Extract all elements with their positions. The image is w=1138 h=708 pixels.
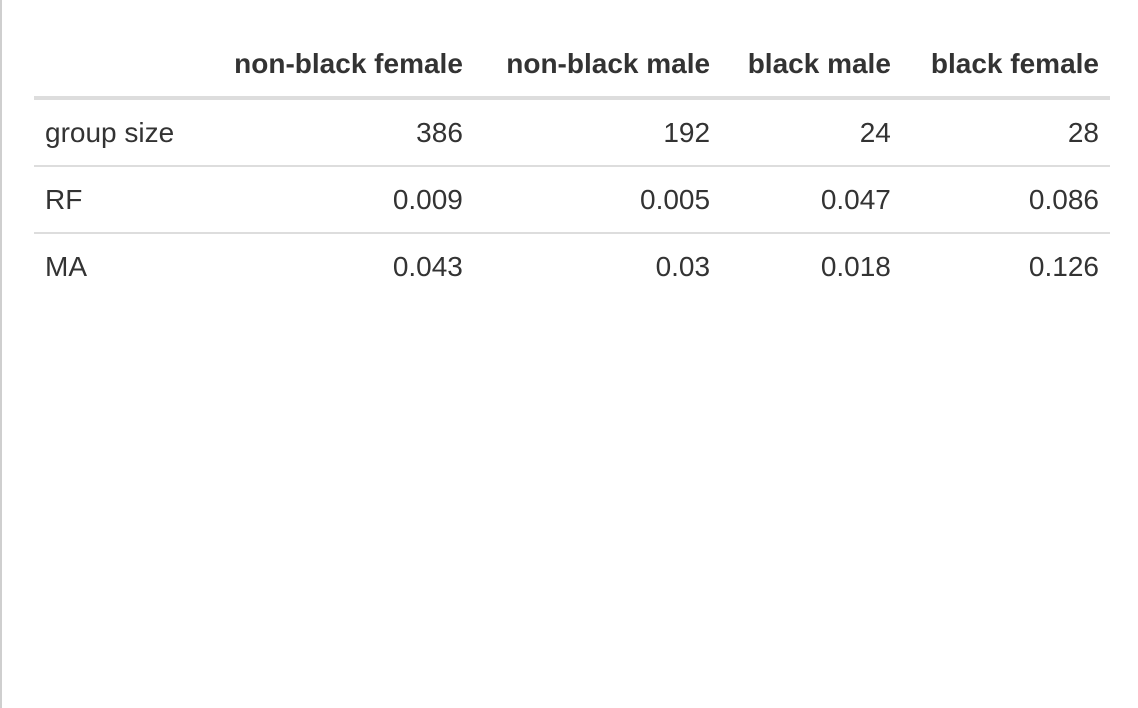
table-row-group-size: group size 386 192 24 28 (34, 98, 1110, 166)
table-cell: 28 (1067, 117, 1099, 148)
table-cell: 0.126 (901, 232, 1110, 299)
table-cell: 0.018 (721, 232, 902, 299)
table-cell: 0.03 (473, 232, 722, 299)
header-cell-non-black-male: non-black male (473, 30, 722, 100)
table-container: non-black female non-black male black ma… (34, 30, 1110, 299)
table-cell: 386 (416, 117, 463, 148)
table-cell: 24 (859, 117, 891, 148)
table-cell: 192 (663, 117, 711, 148)
row-label: MA (34, 232, 200, 299)
table-row-ma: MA 0.043 0.03 0.018 0.126 (34, 232, 1110, 299)
header-cell-black-female: black female (901, 30, 1110, 100)
table-cell: 0.047 (721, 165, 902, 233)
header-cell-black-male: black male (721, 30, 902, 100)
header-cell-stub (34, 30, 200, 100)
header-cell-non-black-female: non-black female (199, 30, 474, 100)
table-cell: 0.043 (199, 232, 474, 299)
table-cell: 0.005 (473, 165, 722, 233)
table-cell: 0.009 (199, 165, 474, 233)
table-cell: 0.086 (901, 165, 1110, 233)
row-label: group size (45, 117, 175, 148)
row-label: RF (34, 165, 200, 233)
data-table: non-black female non-black male black ma… (34, 30, 1110, 299)
left-border-line (0, 0, 2, 708)
table-header-row: non-black female non-black male black ma… (34, 30, 1110, 100)
table-row-rf: RF 0.009 0.005 0.047 0.086 (34, 165, 1110, 233)
